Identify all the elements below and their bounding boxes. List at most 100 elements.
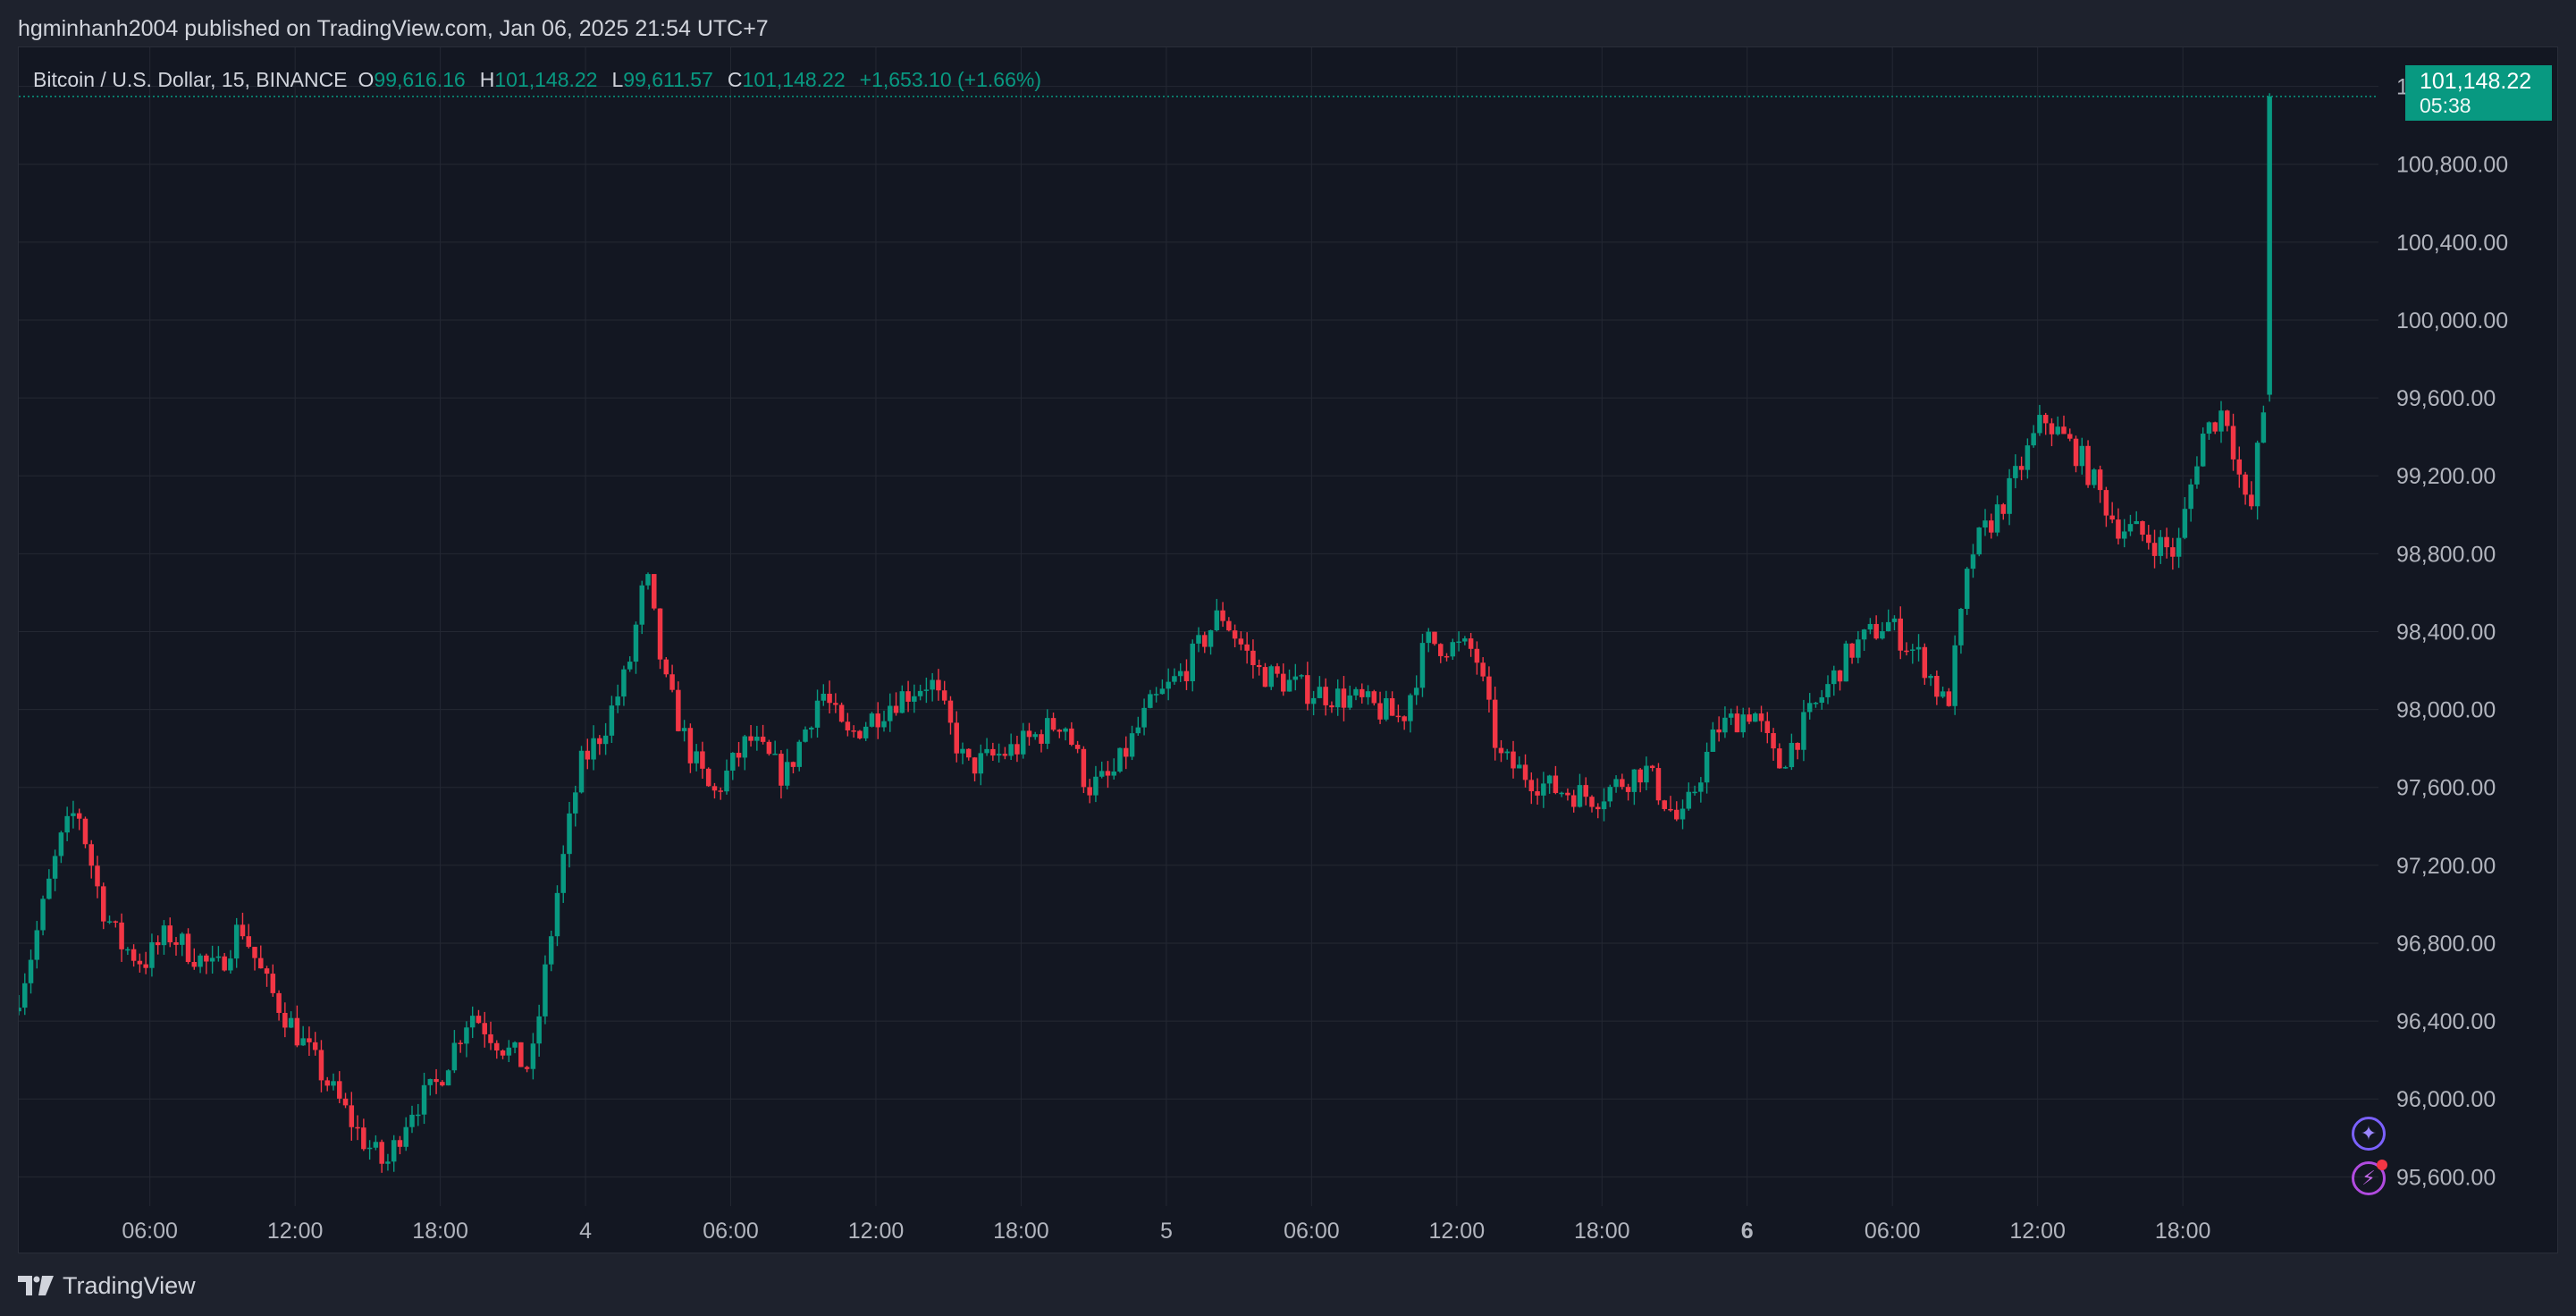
candle-body [585,750,591,760]
candle-body [2013,466,2018,478]
candle-body [125,949,130,951]
candle-body [2061,426,2067,434]
last-price-tag: 101,148.22 05:38 [2405,65,2552,121]
candle-body [857,730,863,738]
candle-body [2164,536,2169,548]
candle-body [1795,742,1800,750]
candle-body [573,792,578,814]
candle-body [1074,745,1081,749]
symbol-label[interactable]: Bitcoin / U.S. Dollar, 15, BINANCE [33,68,348,91]
time-tick-label: 12:00 [267,1219,324,1244]
change-value: +1,653.10 (+1.66%) [859,68,1041,91]
candle-body [1238,638,1244,645]
candle-body [2218,410,2224,432]
candle-body [790,762,796,767]
candle-body [288,1017,294,1028]
sparkle-icon[interactable]: ✦ [2352,1117,2386,1151]
candle-body [1570,795,1577,807]
candle-body [803,729,808,742]
candle-body [1728,713,1734,718]
candle-body [130,949,137,961]
candle-body [58,832,64,856]
chart-pane[interactable]: 95,600.00 96,000.00 96,400.00 96,800.00 97,2… [18,46,2558,1253]
candle-body [1861,629,1867,640]
tradingview-brand[interactable]: TradingView [63,1271,196,1299]
notification-dot [2377,1160,2387,1170]
candle-body [676,689,681,731]
candle-body [2158,536,2164,556]
candle-body [1819,696,1824,704]
candle-body [64,815,70,833]
candle-body [1438,644,1444,656]
candle-body [748,736,753,741]
lightning-icon[interactable]: ⚡ [2352,1160,2387,1195]
candle-body [1595,806,1601,810]
candle-body [1620,779,1625,788]
candle-body [838,704,845,722]
candle-body [1317,687,1323,698]
candle-body [1777,748,1782,769]
candle-body [2188,484,2193,510]
candle-body [760,736,766,742]
candle-body [2085,445,2091,485]
price-tick-label: 97,600.00 [2396,776,2496,801]
candlestick-chart[interactable]: 95,600.00 96,000.00 96,400.00 96,800.00 97,2… [19,47,2557,1253]
candle-body [2194,466,2200,485]
candle-body [2260,412,2267,443]
candle-body [1668,808,1673,811]
candle-body [34,930,40,960]
candle-body [307,1038,312,1042]
candle-body [875,713,880,728]
candle-body [1214,610,1220,631]
tradingview-logo-icon[interactable] [18,1276,54,1295]
candle-body [1105,771,1111,776]
high-value: 101,148.22 [494,68,598,91]
candle-body [385,1161,391,1164]
candle-body [1353,688,1359,696]
candle-body [22,983,28,1008]
candle-body [1026,730,1032,738]
candle-body [736,753,742,758]
candle-body [1371,691,1377,704]
candle-body [1553,775,1559,793]
price-tick-label: 97,200.00 [2396,854,2496,879]
candle-body [173,942,179,945]
candle-body [349,1105,355,1127]
candle-body [779,754,784,786]
candle-body [1559,792,1564,795]
candle-body [1753,713,1758,722]
candle-body [1740,714,1746,733]
low-key: L [611,68,624,91]
candle-body [1856,639,1861,658]
candle-body [1891,618,1898,622]
candle-body [2007,477,2012,514]
candle-body [814,700,821,728]
candle-body [1831,670,1837,685]
candle-body [1202,635,1208,647]
candle-body [488,1033,493,1043]
candle-body [881,721,887,728]
candle-body [143,964,148,968]
candle-body [1032,734,1038,738]
candle-body [185,933,191,963]
candle-body [1589,797,1595,807]
candle-body [427,1078,434,1085]
candle-body [2249,494,2254,507]
candle-body [1190,643,1195,681]
low-value: 99,611.57 [623,68,713,91]
candle-body [766,741,772,755]
candle-body [1450,642,1456,657]
candle-body [1511,751,1516,769]
price-tick-label: 96,800.00 [2396,932,2496,957]
candle-body [888,705,893,721]
candle-body [1124,747,1129,757]
candle-body [1613,779,1619,788]
candle-body [1631,769,1637,792]
candle-body [1256,664,1262,668]
candle-body [1964,569,1970,610]
candle-body [947,700,954,723]
candle-body [1601,801,1607,810]
price-tick-label: 99,600.00 [2396,386,2496,411]
candle-body [1898,618,1903,651]
candle-body [2243,474,2248,495]
